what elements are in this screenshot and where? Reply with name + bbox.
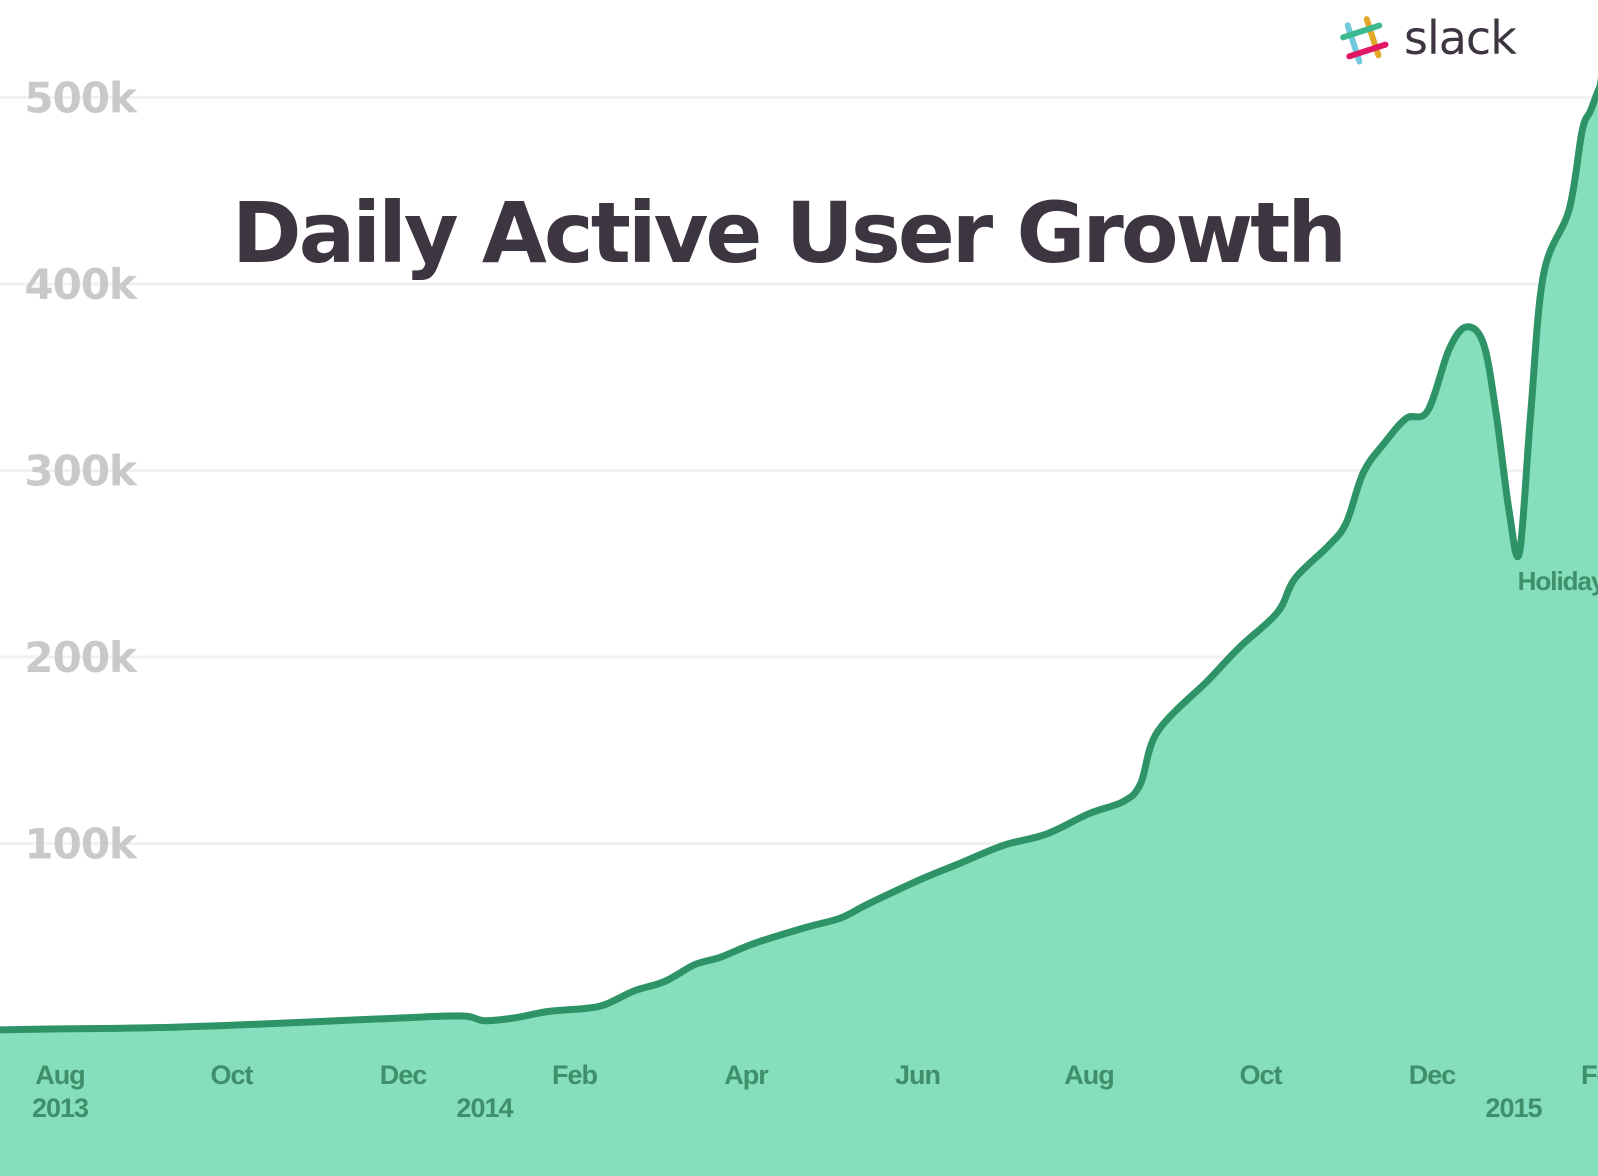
x-year-label: 2013: [32, 1093, 89, 1123]
y-tick-label: 400k: [24, 260, 138, 309]
x-tick-label: Jun: [895, 1060, 940, 1090]
x-tick-label: Feb: [552, 1060, 598, 1090]
chart-title: Daily Active User Growth: [232, 184, 1344, 282]
y-tick-label: 100k: [24, 820, 138, 869]
y-tick-label: 200k: [24, 633, 138, 682]
slack-hash-logo-icon: [1340, 16, 1389, 65]
x-tick-label: Feb: [1581, 1060, 1598, 1090]
x-tick-label: Aug: [1064, 1060, 1113, 1090]
series-area: [0, 91, 1598, 1176]
x-tick-label: Dec: [380, 1060, 428, 1090]
x-tick-label: Oct: [1239, 1060, 1282, 1090]
y-tick-label: 500k: [24, 74, 138, 123]
x-tick-label: Apr: [724, 1060, 769, 1090]
x-tick-label: Oct: [210, 1060, 253, 1090]
series-line: [0, 77, 1598, 1034]
x-year-label: 2015: [1485, 1093, 1542, 1123]
y-axis: 100k 200k 300k 400k 500k: [24, 74, 139, 869]
x-tick-label: Dec: [1409, 1060, 1457, 1090]
y-tick-label: 300k: [24, 447, 138, 496]
x-year-label: 2014: [456, 1093, 513, 1123]
brand-name: slack: [1404, 11, 1517, 65]
x-tick-label: Aug: [35, 1060, 84, 1090]
annotation-holidays: Holidays: [1518, 566, 1598, 596]
annotations: Holidays: [1518, 566, 1598, 596]
x-axis: Aug2013OctDecFebAprJunAugOctDecFeb201420…: [32, 1060, 1598, 1123]
slack-brand: slack: [1340, 11, 1518, 65]
series-layer: [0, 77, 1598, 1176]
